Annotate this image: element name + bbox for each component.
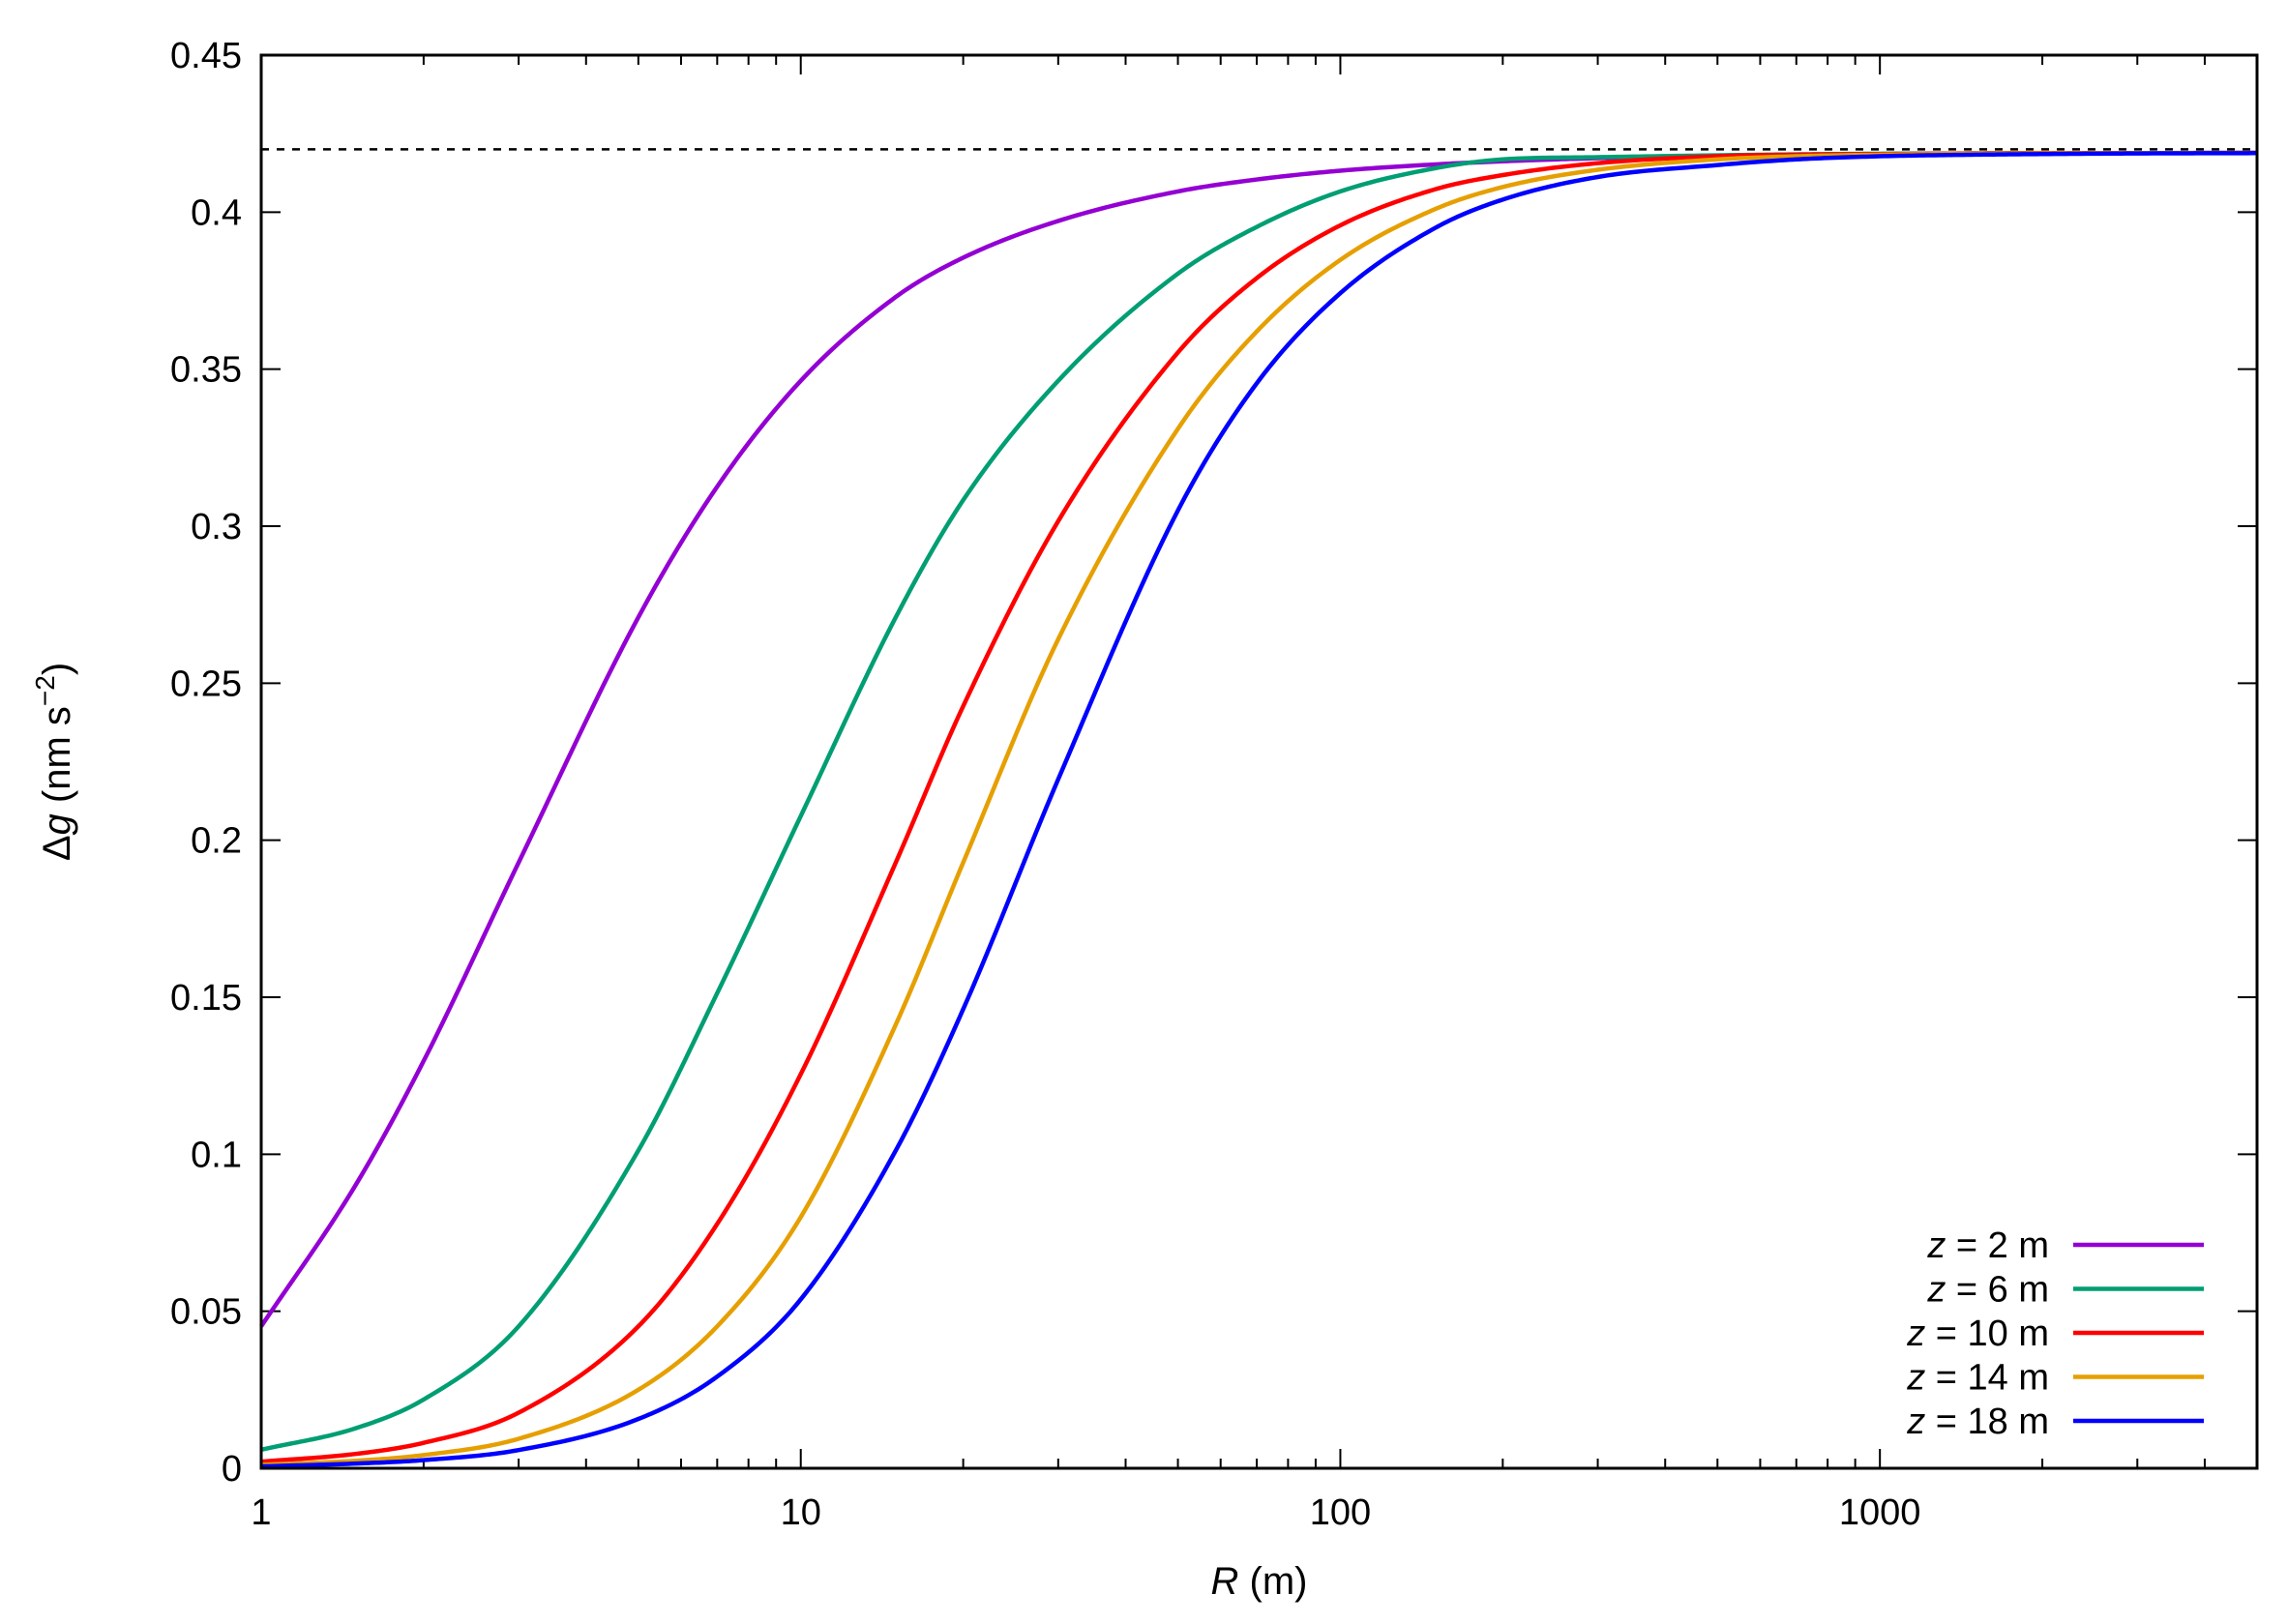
- legend-label-z-2-m: z = 2 m: [1926, 1225, 2049, 1266]
- x-tick-label-1: 10: [781, 1492, 821, 1533]
- series-group: [259, 150, 2258, 1469]
- y-tick-label-2: 0.1: [191, 1135, 242, 1175]
- y-axis-label-exponent: −2: [30, 675, 60, 706]
- legend-label-z-18-m: z = 18 m: [1906, 1402, 2049, 1442]
- y-tick-label-8: 0.4: [191, 192, 242, 233]
- y-axis-label: Δg (nm s−2): [30, 663, 78, 861]
- x-tick-label-0: 1: [251, 1492, 271, 1533]
- y-axis-label-unit: (nm s: [36, 706, 78, 813]
- y-axis-label-var: g: [36, 813, 78, 835]
- x-tick-label-3: 1000: [1839, 1492, 1921, 1533]
- x-axis-label-unit: (m): [1238, 1560, 1307, 1603]
- y-tick-label-9: 0.45: [170, 36, 242, 76]
- legend-label-z-14-m: z = 14 m: [1906, 1358, 2049, 1399]
- y-tick-label-5: 0.25: [170, 664, 242, 704]
- y-tick-label-6: 0.3: [191, 507, 242, 547]
- y-tick-label-7: 0.35: [170, 350, 242, 391]
- legend-label-z-10-m: z = 10 m: [1906, 1314, 2049, 1354]
- axis-tick-labels: 0 0.05 0.1 0.15 0.2 0.25 0.3 0.35 0.4 0.45 1 10 100 1…: [170, 36, 1920, 1533]
- x-tick-label-2: 100: [1310, 1492, 1371, 1533]
- y-tick-label-1: 0.05: [170, 1292, 242, 1333]
- x-axis-label-var: R: [1211, 1560, 1239, 1603]
- legend: z = 2 mz = 6 mz = 10 mz = 14 mz = 18 m: [1906, 1225, 2204, 1442]
- y-axis-label-close: ): [36, 663, 78, 675]
- y-axis-label-prefix: Δ: [36, 835, 78, 861]
- plot-frame: [259, 53, 2259, 1470]
- y-tick-label-4: 0.2: [191, 821, 242, 862]
- series-line-z-18-m: [260, 151, 2258, 1469]
- x-axis-label: R (m): [1211, 1560, 1308, 1603]
- y-tick-label-3: 0.15: [170, 978, 242, 1019]
- legend-label-z-6-m: z = 6 m: [1926, 1270, 2049, 1311]
- y-tick-label-0: 0: [222, 1449, 242, 1490]
